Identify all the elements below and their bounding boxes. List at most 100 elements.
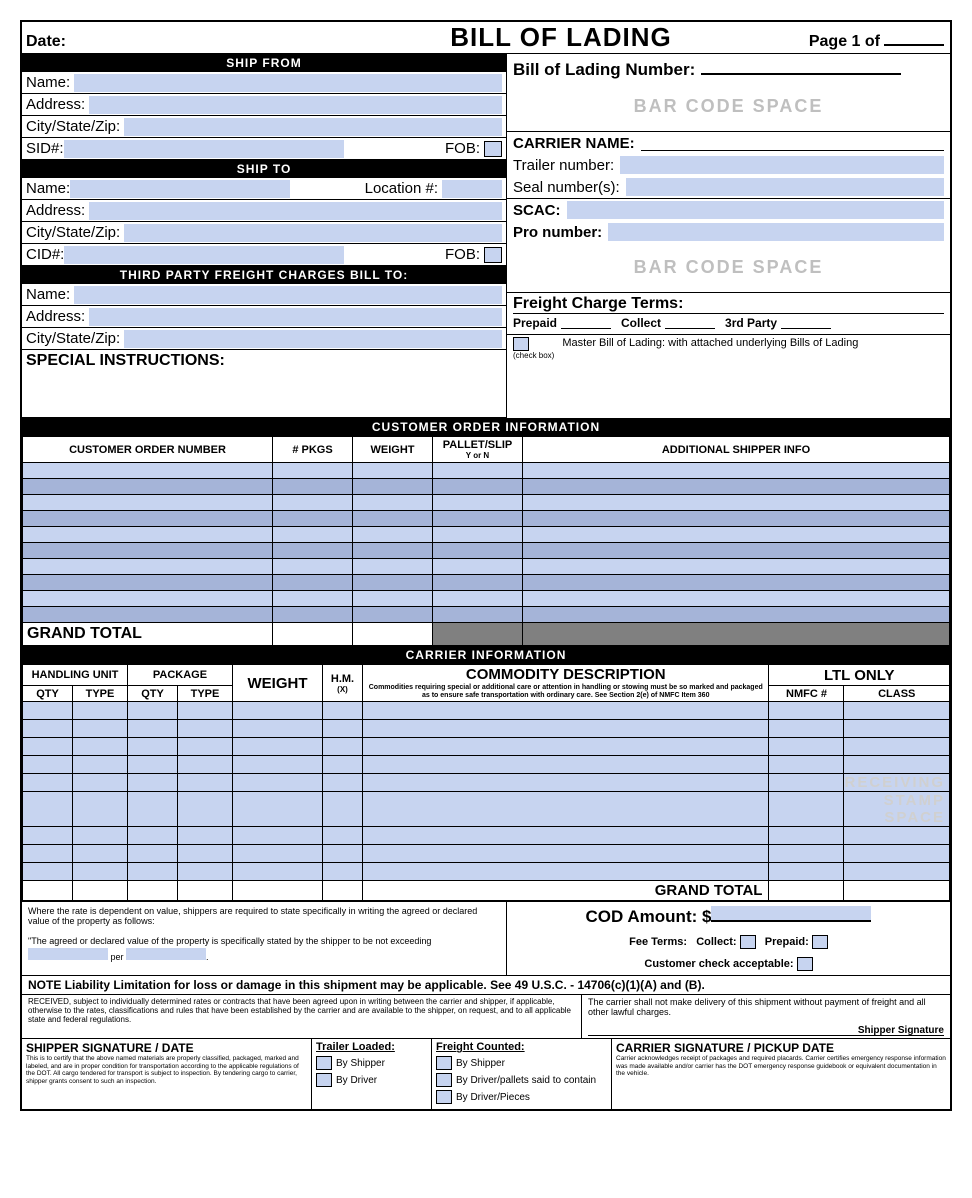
declared-value-box: Where the rate is dependent on value, sh… bbox=[22, 901, 507, 975]
carrier-info-row bbox=[23, 827, 950, 845]
col-pkgs: # PKGS bbox=[273, 437, 353, 463]
carrier-info-header: CARRIER INFORMATION bbox=[22, 646, 950, 664]
ship-from-name-input[interactable] bbox=[74, 74, 502, 92]
freight-charge-terms-options: Prepaid Collect 3rd Party bbox=[513, 314, 944, 332]
pro-number-row: Pro number: bbox=[507, 221, 950, 243]
ship-to-csz-input[interactable] bbox=[124, 224, 502, 242]
date-label: Date: bbox=[22, 31, 362, 53]
cod-amount-row: COD Amount: $ bbox=[515, 906, 942, 927]
carrier-info-row: STAMP SPACE bbox=[23, 792, 950, 827]
col-pallet: PALLET/SLIPY or N bbox=[433, 437, 523, 463]
carrier-name-input[interactable] bbox=[641, 135, 944, 151]
col-weight2: WEIGHT bbox=[233, 665, 323, 702]
form-title: BILL OF LADING bbox=[362, 22, 760, 53]
master-bol-row: (check box) Master Bill of Lading: with … bbox=[507, 334, 950, 362]
col-hm: H.M.(X) bbox=[323, 665, 363, 702]
bol-number-input[interactable] bbox=[701, 73, 901, 75]
third-party-name-input[interactable] bbox=[74, 286, 502, 304]
ship-from-fob-checkbox[interactable] bbox=[484, 141, 502, 157]
cod-amount-input[interactable] bbox=[711, 906, 871, 922]
pro-number-input[interactable] bbox=[608, 223, 944, 241]
ship-from-address-input[interactable] bbox=[89, 96, 502, 114]
ship-to-address-row: Address: bbox=[22, 200, 506, 222]
customer-order-row bbox=[23, 575, 950, 591]
prepaid-input[interactable] bbox=[561, 317, 611, 329]
special-instructions[interactable]: SPECIAL INSTRUCTIONS: bbox=[22, 350, 506, 418]
carrier-grand-total-row: GRAND TOTAL bbox=[23, 881, 950, 901]
received-row: RECEIVED, subject to individually determ… bbox=[22, 995, 950, 1039]
third-party-header: THIRD PARTY FREIGHT CHARGES BILL TO: bbox=[22, 266, 506, 284]
freight-by-shipper-checkbox[interactable] bbox=[436, 1056, 452, 1070]
carrier-info-row bbox=[23, 756, 950, 774]
freight-counted-cell: Freight Counted: By Shipper By Driver/pa… bbox=[432, 1039, 612, 1109]
customer-order-row bbox=[23, 463, 950, 479]
ship-to-cid-row: CID#:FOB: bbox=[22, 244, 506, 266]
customer-order-row bbox=[23, 591, 950, 607]
liability-note: NOTE Liability Limitation for loss or da… bbox=[22, 975, 950, 995]
freight-by-driver-pieces-checkbox[interactable] bbox=[436, 1090, 452, 1104]
ship-to-cid-input[interactable] bbox=[64, 246, 344, 264]
freight-by-driver-pallets-checkbox[interactable] bbox=[436, 1073, 452, 1087]
ship-to-address-input[interactable] bbox=[89, 202, 502, 220]
customer-order-row bbox=[23, 527, 950, 543]
cod-prepaid-checkbox[interactable] bbox=[812, 935, 828, 949]
third-party-csz-row: City/State/Zip: bbox=[22, 328, 506, 350]
declared-cod-row: Where the rate is dependent on value, sh… bbox=[22, 901, 950, 975]
col-package: PACKAGE bbox=[128, 665, 233, 686]
ship-to-name-row: Name:Location #: bbox=[22, 178, 506, 200]
left-column: SHIP FROM Name: Address: City/State/Zip:… bbox=[22, 54, 507, 418]
ship-to-location-input[interactable] bbox=[442, 180, 502, 198]
customer-order-row bbox=[23, 495, 950, 511]
customer-order-row bbox=[23, 607, 950, 623]
ship-to-fob-checkbox[interactable] bbox=[484, 247, 502, 263]
seal-number-row: Seal number(s): bbox=[507, 176, 950, 198]
ship-from-csz-input[interactable] bbox=[124, 118, 502, 136]
upper-two-col: SHIP FROM Name: Address: City/State/Zip:… bbox=[22, 54, 950, 418]
page-total-input[interactable] bbox=[884, 44, 944, 46]
carrier-info-row bbox=[23, 845, 950, 863]
trailer-number-row: Trailer number: bbox=[507, 154, 950, 176]
page-label: Page 1 of bbox=[760, 31, 950, 53]
third-party-address-input[interactable] bbox=[89, 308, 502, 326]
customer-order-grand-total: GRAND TOTAL bbox=[23, 623, 950, 646]
trailer-by-driver-checkbox[interactable] bbox=[316, 1073, 332, 1087]
ship-from-name-row: Name: bbox=[22, 72, 506, 94]
header-row: Date: BILL OF LADING Page 1 of bbox=[22, 22, 950, 54]
carrier-info-row bbox=[23, 863, 950, 881]
trailer-number-input[interactable] bbox=[620, 156, 944, 174]
col-handling-unit: HANDLING UNIT bbox=[23, 665, 128, 686]
cust-check-checkbox[interactable] bbox=[797, 957, 813, 971]
collect-input[interactable] bbox=[665, 317, 715, 329]
ship-to-csz-row: City/State/Zip: bbox=[22, 222, 506, 244]
customer-order-row bbox=[23, 543, 950, 559]
third-party-csz-input[interactable] bbox=[124, 330, 502, 348]
barcode-space-2: BAR CODE SPACE bbox=[507, 243, 950, 292]
ship-from-sid-row: SID#:FOB: bbox=[22, 138, 506, 160]
customer-order-row bbox=[23, 511, 950, 527]
third-party-input[interactable] bbox=[781, 317, 831, 329]
scac-row: SCAC: bbox=[507, 199, 950, 221]
carrier-info-row: RECEIVING bbox=[23, 774, 950, 792]
customer-order-header: CUSTOMER ORDER INFORMATION bbox=[22, 418, 950, 436]
seal-number-input[interactable] bbox=[626, 178, 944, 196]
col-ltl: LTL ONLY bbox=[769, 665, 950, 686]
trailer-by-shipper-checkbox[interactable] bbox=[316, 1056, 332, 1070]
scac-input[interactable] bbox=[567, 201, 945, 219]
ship-to-header: SHIP TO bbox=[22, 160, 506, 178]
carrier-signature-cell: CARRIER SIGNATURE / PICKUP DATE Carrier … bbox=[612, 1039, 950, 1109]
ship-from-sid-input[interactable] bbox=[64, 140, 344, 158]
bill-of-lading-form: Date: BILL OF LADING Page 1 of SHIP FROM… bbox=[20, 20, 952, 1111]
col-addl-shipper: ADDITIONAL SHIPPER INFO bbox=[523, 437, 950, 463]
third-party-address-row: Address: bbox=[22, 306, 506, 328]
ship-to-name-input[interactable] bbox=[70, 180, 290, 198]
master-bol-checkbox[interactable] bbox=[513, 337, 529, 351]
declared-value-input[interactable] bbox=[28, 948, 108, 960]
customer-order-row bbox=[23, 559, 950, 575]
cod-collect-checkbox[interactable] bbox=[740, 935, 756, 949]
right-column: Bill of Lading Number: BAR CODE SPACE CA… bbox=[507, 54, 950, 418]
carrier-info-row bbox=[23, 702, 950, 720]
declared-per-input[interactable] bbox=[126, 948, 206, 960]
ship-from-csz-row: City/State/Zip: bbox=[22, 116, 506, 138]
carrier-name-row: CARRIER NAME: bbox=[507, 132, 950, 154]
carrier-info-row bbox=[23, 720, 950, 738]
